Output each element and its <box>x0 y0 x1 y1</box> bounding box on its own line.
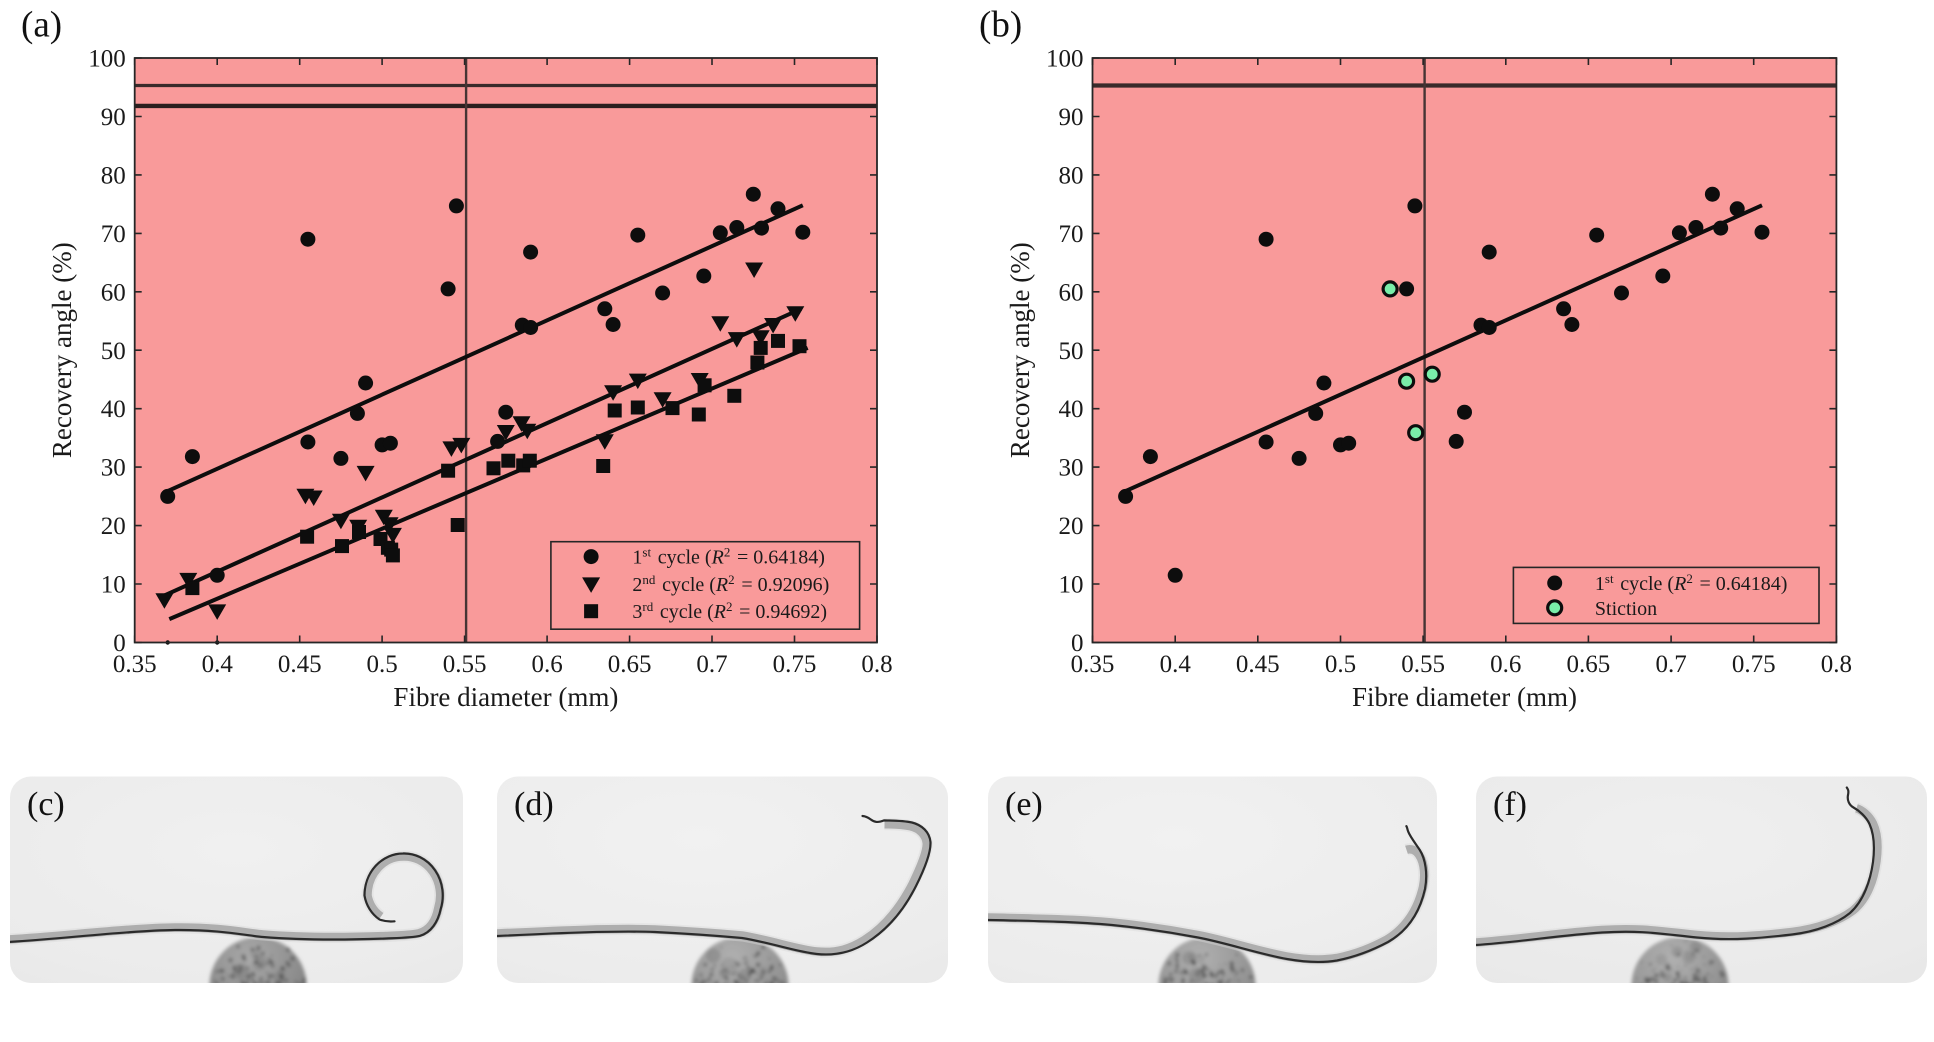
svg-text:0.65: 0.65 <box>608 651 652 678</box>
svg-text:60: 60 <box>101 279 126 306</box>
svg-text:0: 0 <box>1071 630 1084 657</box>
svg-text:0.5: 0.5 <box>1325 651 1356 678</box>
svg-text:70: 70 <box>1059 221 1084 248</box>
svg-text:0.5: 0.5 <box>366 651 397 678</box>
svg-text:20: 20 <box>101 513 126 540</box>
svg-text:0.75: 0.75 <box>1732 651 1776 678</box>
svg-text:Fibre diameter (mm): Fibre diameter (mm) <box>393 682 618 712</box>
svg-text:0.8: 0.8 <box>1821 651 1852 678</box>
svg-text:1st cycle (R2 = 0.64184): 1st cycle (R2 = 0.64184) <box>632 545 825 569</box>
svg-text:0.7: 0.7 <box>696 651 727 678</box>
svg-text:0.55: 0.55 <box>1401 651 1445 678</box>
svg-text:0.45: 0.45 <box>278 651 322 678</box>
svg-text:0.4: 0.4 <box>1160 651 1192 678</box>
svg-text:10: 10 <box>101 572 126 599</box>
svg-text:2nd cycle (R2 = 0.92096): 2nd cycle (R2 = 0.92096) <box>632 572 829 596</box>
svg-text:40: 40 <box>1059 396 1084 423</box>
svg-text:50: 50 <box>101 338 126 365</box>
svg-text:80: 80 <box>101 162 126 189</box>
svg-text:0.4: 0.4 <box>202 651 234 678</box>
svg-text:(c): (c) <box>27 786 65 823</box>
svg-text:0.55: 0.55 <box>443 651 487 678</box>
svg-text:0.8: 0.8 <box>861 651 892 678</box>
svg-text:(b): (b) <box>979 5 1022 46</box>
svg-text:0.75: 0.75 <box>773 651 817 678</box>
svg-text:3rd cycle (R2 = 0.94692): 3rd cycle (R2 = 0.94692) <box>632 599 827 623</box>
svg-text:90: 90 <box>101 104 126 131</box>
svg-text:1st cycle (R2 = 0.64184): 1st cycle (R2 = 0.64184) <box>1595 571 1788 595</box>
svg-text:0.6: 0.6 <box>1490 651 1521 678</box>
svg-text:10: 10 <box>1059 572 1084 599</box>
svg-text:Recovery angle (%): Recovery angle (%) <box>1005 242 1035 458</box>
svg-text:50: 50 <box>1059 338 1084 365</box>
svg-text:20: 20 <box>1059 513 1084 540</box>
svg-text:Recovery angle (%): Recovery angle (%) <box>47 242 77 458</box>
svg-text:0.6: 0.6 <box>531 651 562 678</box>
svg-text:(e): (e) <box>1005 786 1043 823</box>
svg-text:(d): (d) <box>514 786 554 823</box>
svg-text:30: 30 <box>1059 455 1084 482</box>
svg-text:0.35: 0.35 <box>113 651 157 678</box>
svg-text:(a): (a) <box>21 5 62 46</box>
svg-text:Fibre diameter (mm): Fibre diameter (mm) <box>1352 682 1577 712</box>
svg-text:0.35: 0.35 <box>1071 651 1115 678</box>
svg-text:100: 100 <box>1046 46 1084 73</box>
svg-text:100: 100 <box>88 46 126 73</box>
svg-text:0.7: 0.7 <box>1655 651 1686 678</box>
svg-text:40: 40 <box>101 396 126 423</box>
svg-text:60: 60 <box>1059 279 1084 306</box>
svg-text:80: 80 <box>1059 162 1084 189</box>
svg-text:(f): (f) <box>1493 786 1527 823</box>
svg-text:30: 30 <box>101 455 126 482</box>
svg-text:70: 70 <box>101 221 126 248</box>
svg-text:Stiction: Stiction <box>1595 598 1657 620</box>
svg-text:0.65: 0.65 <box>1567 651 1611 678</box>
svg-text:90: 90 <box>1059 104 1084 131</box>
svg-text:0: 0 <box>113 630 126 657</box>
svg-text:0.45: 0.45 <box>1236 651 1280 678</box>
